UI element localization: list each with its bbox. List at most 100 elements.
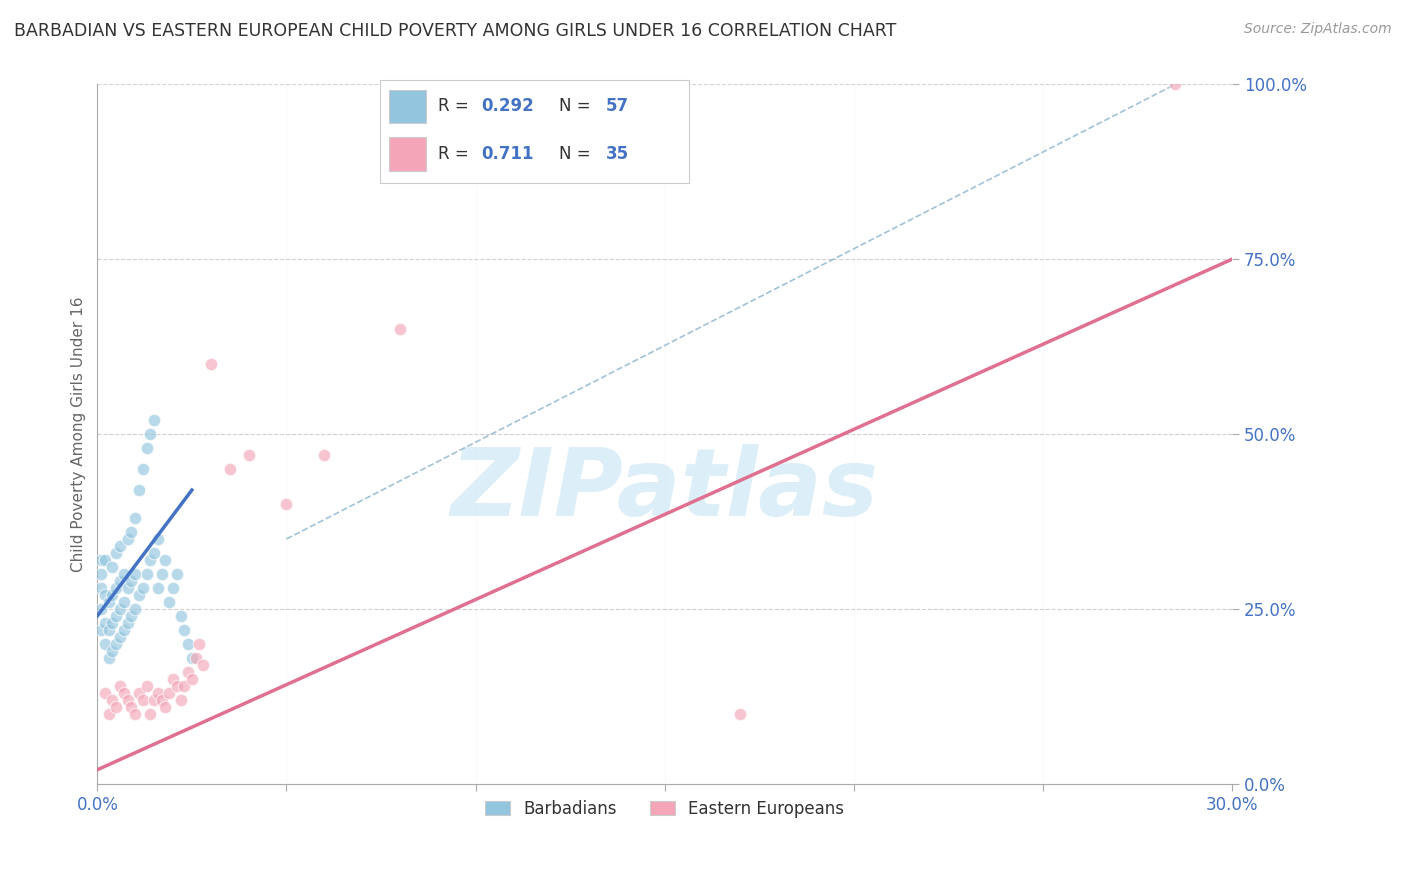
Point (162, 672, 184, 686)
Point (146, 581, 169, 595)
Text: 0.711: 0.711 (482, 145, 534, 162)
Point (139, 427, 162, 442)
Text: ZIPatlas: ZIPatlas (450, 444, 879, 536)
Text: 0.292: 0.292 (482, 97, 534, 115)
Point (94, 588, 117, 602)
Point (193, 657, 215, 672)
Point (184, 651, 207, 665)
Text: R =: R = (439, 97, 474, 115)
Point (105, 699, 128, 714)
Point (314, 448, 336, 462)
Point (101, 588, 124, 602)
Text: BARBADIAN VS EASTERN EUROPEAN CHILD POVERTY AMONG GIRLS UNDER 16 CORRELATION CHA: BARBADIAN VS EASTERN EUROPEAN CHILD POVE… (14, 22, 897, 40)
Point (177, 665, 200, 679)
Point (124, 566, 146, 581)
Point (108, 539, 131, 553)
Point (146, 686, 169, 700)
Point (388, 322, 411, 336)
Point (143, 413, 166, 427)
Point (108, 679, 131, 693)
Point (169, 608, 191, 623)
Point (101, 560, 124, 574)
Point (90, 602, 112, 616)
Point (162, 581, 184, 595)
Point (108, 574, 131, 588)
Text: 35: 35 (606, 145, 628, 162)
Point (166, 679, 188, 693)
Point (157, 595, 180, 609)
Bar (389, 136, 426, 170)
Point (117, 532, 139, 546)
Text: N =: N = (560, 145, 596, 162)
Text: R =: R = (439, 145, 479, 162)
Point (94, 686, 117, 700)
Point (135, 679, 157, 693)
Point (120, 574, 142, 588)
Point (173, 679, 195, 693)
Point (155, 699, 177, 714)
Point (97, 623, 120, 637)
Point (105, 581, 128, 595)
Point (218, 462, 240, 476)
Point (94, 615, 117, 630)
Point (97, 706, 120, 721)
Point (120, 699, 142, 714)
Point (238, 448, 260, 462)
Point (97, 595, 120, 609)
Point (132, 581, 155, 595)
Point (124, 706, 146, 721)
Point (135, 441, 157, 455)
Point (97, 651, 120, 665)
Point (105, 608, 128, 623)
Point (112, 566, 135, 581)
Point (1164, 78, 1187, 92)
Point (150, 566, 173, 581)
Point (120, 524, 142, 539)
Point (112, 595, 135, 609)
Point (105, 546, 128, 560)
Point (108, 630, 131, 644)
Point (139, 706, 162, 721)
Point (105, 637, 128, 651)
Point (112, 686, 135, 700)
Bar (389, 89, 426, 123)
Point (94, 637, 117, 651)
Point (728, 706, 751, 721)
Point (101, 615, 124, 630)
Point (188, 637, 211, 651)
Point (276, 497, 298, 511)
Point (132, 693, 155, 707)
Point (90, 623, 112, 637)
Legend: Barbadians, Eastern Europeans: Barbadians, Eastern Europeans (478, 793, 851, 824)
Point (150, 693, 173, 707)
Point (143, 693, 166, 707)
Point (139, 553, 162, 567)
Point (128, 686, 150, 700)
Point (112, 623, 135, 637)
Point (117, 693, 139, 707)
Point (200, 357, 222, 371)
Point (90, 566, 112, 581)
Y-axis label: Child Poverty Among Girls Under 16: Child Poverty Among Girls Under 16 (72, 296, 86, 572)
Point (128, 483, 150, 497)
Point (120, 608, 142, 623)
Point (101, 693, 124, 707)
Point (132, 462, 155, 476)
Point (101, 644, 124, 658)
Point (94, 553, 117, 567)
Point (117, 615, 139, 630)
Point (157, 686, 180, 700)
Point (173, 623, 195, 637)
Text: Source: ZipAtlas.com: Source: ZipAtlas.com (1244, 22, 1392, 37)
Point (143, 546, 166, 560)
Point (108, 602, 131, 616)
Point (124, 602, 146, 616)
Point (90, 581, 112, 595)
Point (169, 693, 191, 707)
Point (155, 553, 177, 567)
Point (177, 637, 200, 651)
Point (128, 588, 150, 602)
Point (180, 651, 202, 665)
Text: N =: N = (560, 97, 596, 115)
Point (146, 532, 169, 546)
